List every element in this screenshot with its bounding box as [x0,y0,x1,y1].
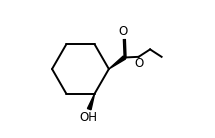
Polygon shape [88,94,95,110]
Polygon shape [109,56,126,69]
Text: O: O [118,25,127,38]
Text: O: O [134,57,143,70]
Text: OH: OH [80,111,98,124]
